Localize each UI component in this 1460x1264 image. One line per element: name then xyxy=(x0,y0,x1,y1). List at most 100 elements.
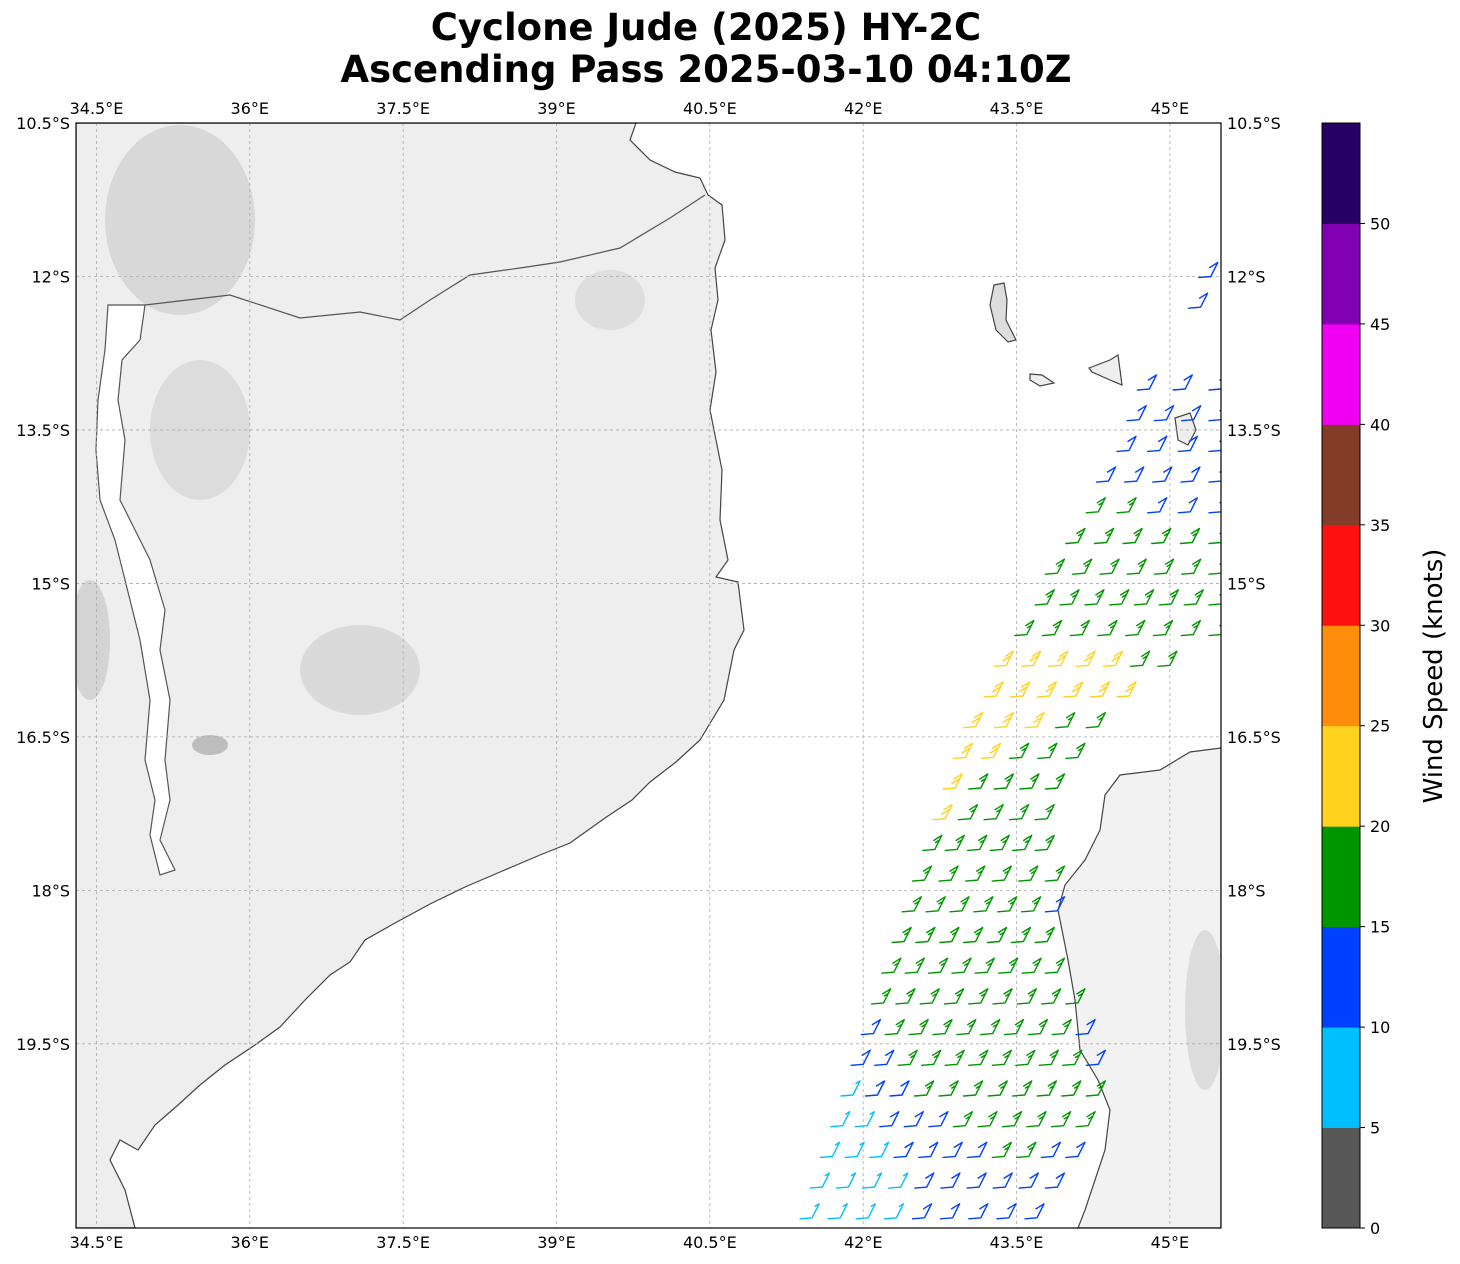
wind-barb xyxy=(1012,834,1033,852)
lon-tick-label-bottom: 42°E xyxy=(844,1233,882,1252)
highland-shade xyxy=(300,625,420,715)
wind-barb xyxy=(1208,409,1221,422)
wind-barb xyxy=(827,1203,848,1220)
wind-barb xyxy=(1024,712,1045,729)
wind-barb xyxy=(919,988,940,1005)
wind-barb xyxy=(992,988,1013,1005)
wind-barb xyxy=(870,988,892,1005)
wind-barb xyxy=(1036,681,1057,698)
wind-barb xyxy=(1036,1080,1057,1097)
wind-barb xyxy=(932,1018,953,1036)
wind-barb xyxy=(819,1141,841,1159)
colorbar-bin xyxy=(1322,625,1360,727)
wind-barb xyxy=(908,1018,929,1036)
wind-barb xyxy=(987,1080,1008,1097)
wind-barb xyxy=(860,1018,882,1036)
wind-barb xyxy=(1018,1172,1039,1189)
wind-barb xyxy=(888,1172,909,1189)
wind-barb xyxy=(1044,773,1066,790)
wind-barb xyxy=(1063,681,1084,698)
wind-barb xyxy=(980,742,1002,760)
wind-barb xyxy=(939,926,960,944)
colorbar-frame xyxy=(1321,122,1361,1229)
wind-barb xyxy=(1038,1049,1059,1066)
colorbar-bin xyxy=(1322,524,1360,626)
wind-barb xyxy=(968,773,989,790)
wind-barb xyxy=(932,804,953,821)
wind-barb xyxy=(968,1203,989,1220)
wind-barbs xyxy=(799,261,1221,1220)
lat-tick-label-left: 18°S xyxy=(31,881,70,900)
wind-barb xyxy=(874,1049,895,1066)
wind-barb xyxy=(1019,773,1040,790)
wind-barb xyxy=(1010,681,1031,698)
wind-barb xyxy=(914,1172,935,1189)
wind-barb xyxy=(1016,988,1037,1005)
wind-barb xyxy=(1208,593,1221,606)
colorbar-tick-label: 10 xyxy=(1370,1018,1390,1037)
wind-barb xyxy=(915,926,936,944)
colorbar-tick-label: 35 xyxy=(1370,516,1390,535)
wind-barb xyxy=(1051,1018,1072,1036)
wind-barb xyxy=(891,926,912,944)
wind-barb xyxy=(844,1141,865,1159)
highland-shade xyxy=(575,270,645,330)
madagascar-highland-shade xyxy=(1185,930,1221,1090)
wind-barb xyxy=(983,681,1004,698)
wind-barb xyxy=(1075,650,1096,667)
wind-barb xyxy=(881,957,902,974)
wind-barb xyxy=(957,804,979,821)
lat-tick-label-left: 10.5°S xyxy=(16,114,70,133)
wind-barb xyxy=(940,1172,961,1189)
graticule xyxy=(76,122,1221,1228)
wind-barb xyxy=(1034,804,1055,821)
mayotte xyxy=(1174,412,1197,446)
wind-barb xyxy=(943,988,965,1005)
lat-tick-label-left: 19.5°S xyxy=(16,1035,70,1054)
lon-tick-label-top: 36°E xyxy=(231,99,269,118)
wind-barb xyxy=(925,896,946,913)
wind-barb xyxy=(962,926,984,944)
wind-barb xyxy=(942,1141,963,1159)
wind-barb xyxy=(1089,681,1111,698)
wind-barb xyxy=(1181,558,1202,575)
lon-tick-label-top: 43.5°E xyxy=(990,99,1044,118)
wind-barb xyxy=(968,1049,989,1066)
wind-barb xyxy=(966,1172,987,1189)
wind-barb xyxy=(1099,558,1120,575)
grande-comore xyxy=(989,282,1017,343)
colorbar-tick-label: 50 xyxy=(1370,214,1390,233)
lat-tick-label-right: 12°S xyxy=(1227,267,1266,286)
wind-barb xyxy=(1208,439,1221,453)
wind-barb xyxy=(1179,527,1201,545)
highland-shade xyxy=(105,125,255,315)
wind-barb xyxy=(921,1049,942,1066)
wind-barb xyxy=(1065,988,1086,1005)
wind-barb xyxy=(855,1203,876,1220)
wind-barb xyxy=(1180,466,1201,483)
lon-tick-label-top: 45°E xyxy=(1151,99,1189,118)
wind-barb xyxy=(1136,374,1158,391)
wind-barb xyxy=(1020,896,1042,913)
wind-barb xyxy=(1085,712,1106,729)
wind-barb xyxy=(956,1018,977,1036)
wind-barb xyxy=(1152,619,1174,637)
lon-tick-label-top: 40.5°E xyxy=(683,99,737,118)
colorbar-bin xyxy=(1322,1127,1360,1229)
wind-barb xyxy=(1061,1080,1082,1097)
wind-barb xyxy=(993,650,1014,667)
colorbar-label: Wind Speed (knots) xyxy=(1419,549,1449,804)
wind-barb xyxy=(879,1111,900,1128)
map-frame xyxy=(75,122,1222,1229)
wind-barb xyxy=(1126,405,1147,422)
wind-barb xyxy=(809,1172,830,1189)
wind-barb xyxy=(1003,1018,1025,1036)
wind-barb xyxy=(1147,497,1168,514)
colorbar-tick-label: 20 xyxy=(1370,817,1390,836)
wind-barb xyxy=(1151,527,1172,545)
colorbar-tick-label: 15 xyxy=(1370,918,1390,937)
lat-tick-label-left: 12°S xyxy=(31,267,70,286)
colorbar-bin xyxy=(1322,424,1360,526)
lon-tick-label-top: 42°E xyxy=(844,99,882,118)
wind-barb xyxy=(864,1080,886,1097)
